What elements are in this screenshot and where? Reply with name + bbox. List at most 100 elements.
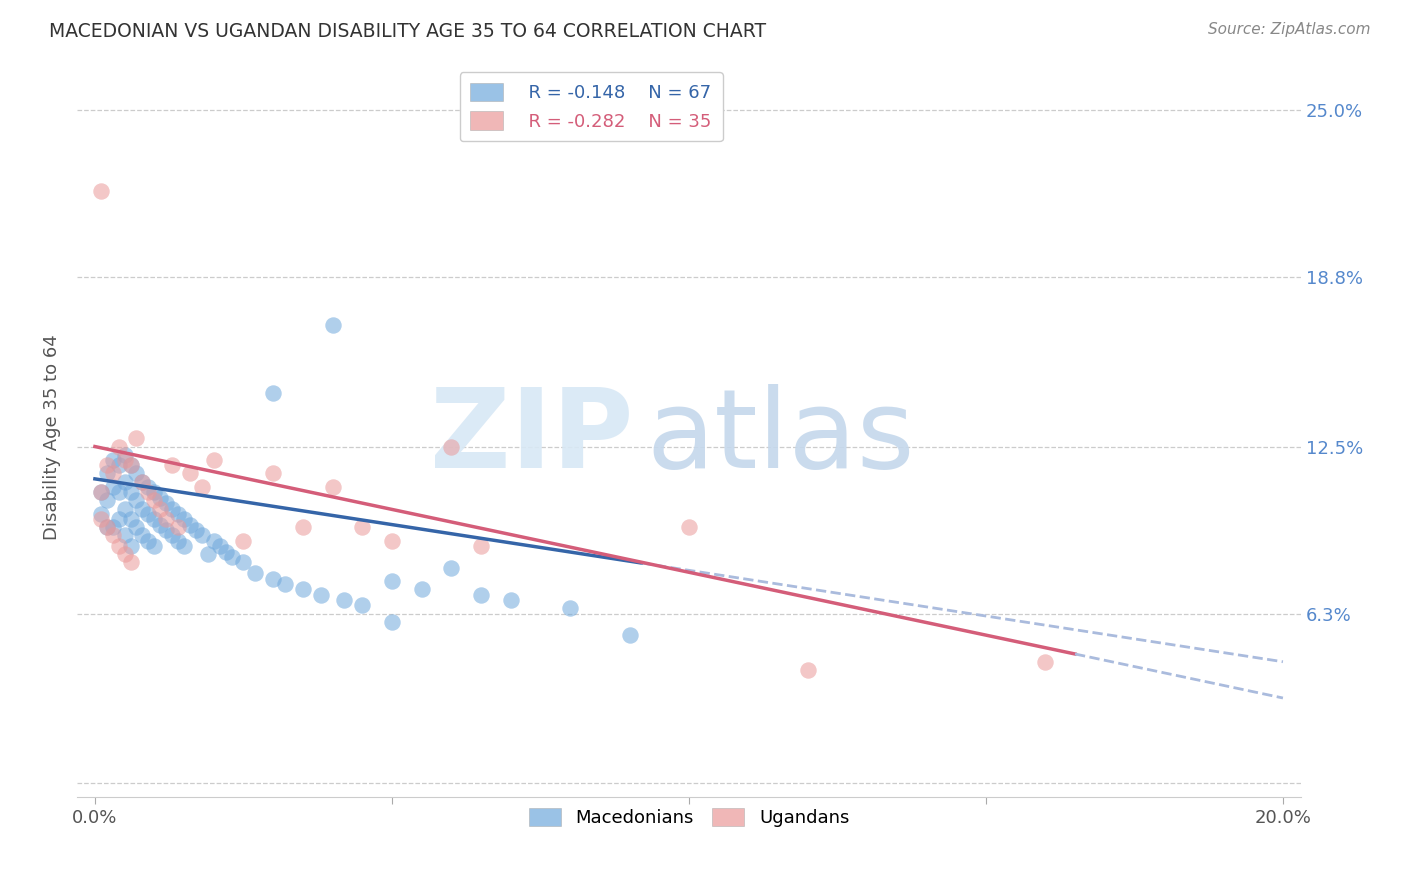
- Point: [167, 520, 190, 534]
- Point: [138, 485, 160, 500]
- Point: [184, 523, 207, 537]
- Point: [262, 572, 284, 586]
- Point: [191, 528, 214, 542]
- Point: [160, 501, 183, 516]
- Point: [214, 544, 236, 558]
- Text: atlas: atlas: [647, 384, 914, 491]
- Point: [114, 453, 136, 467]
- Point: [114, 501, 136, 516]
- Point: [107, 440, 129, 454]
- Point: [143, 493, 166, 508]
- Point: [352, 599, 374, 613]
- Point: [155, 496, 177, 510]
- Point: [149, 491, 172, 505]
- Point: [381, 615, 404, 629]
- Point: [202, 533, 225, 548]
- Point: [678, 520, 700, 534]
- Point: [125, 432, 148, 446]
- Point: [120, 458, 142, 473]
- Point: [155, 512, 177, 526]
- Point: [107, 512, 129, 526]
- Point: [143, 512, 166, 526]
- Point: [619, 628, 641, 642]
- Point: [232, 533, 254, 548]
- Point: [197, 547, 219, 561]
- Point: [173, 539, 195, 553]
- Point: [120, 555, 142, 569]
- Point: [131, 501, 153, 516]
- Point: [107, 539, 129, 553]
- Point: [1033, 655, 1056, 669]
- Point: [114, 448, 136, 462]
- Point: [322, 318, 344, 333]
- Point: [333, 593, 356, 607]
- Point: [120, 512, 142, 526]
- Point: [155, 523, 177, 537]
- Point: [558, 601, 581, 615]
- Point: [470, 588, 492, 602]
- Point: [90, 184, 112, 198]
- Point: [167, 507, 190, 521]
- Point: [143, 485, 166, 500]
- Point: [440, 440, 463, 454]
- Point: [96, 493, 118, 508]
- Point: [499, 593, 522, 607]
- Point: [221, 549, 243, 564]
- Point: [125, 493, 148, 508]
- Point: [149, 517, 172, 532]
- Point: [125, 467, 148, 481]
- Point: [202, 453, 225, 467]
- Point: [352, 520, 374, 534]
- Point: [138, 507, 160, 521]
- Point: [120, 539, 142, 553]
- Point: [125, 520, 148, 534]
- Point: [96, 520, 118, 534]
- Point: [101, 467, 124, 481]
- Point: [101, 520, 124, 534]
- Point: [274, 577, 297, 591]
- Point: [107, 485, 129, 500]
- Point: [160, 458, 183, 473]
- Point: [114, 528, 136, 542]
- Point: [90, 507, 112, 521]
- Point: [167, 533, 190, 548]
- Point: [291, 520, 314, 534]
- Y-axis label: Disability Age 35 to 64: Disability Age 35 to 64: [44, 334, 60, 540]
- Point: [138, 480, 160, 494]
- Point: [411, 582, 433, 597]
- Point: [262, 467, 284, 481]
- Text: MACEDONIAN VS UGANDAN DISABILITY AGE 35 TO 64 CORRELATION CHART: MACEDONIAN VS UGANDAN DISABILITY AGE 35 …: [49, 22, 766, 41]
- Point: [90, 485, 112, 500]
- Text: Source: ZipAtlas.com: Source: ZipAtlas.com: [1208, 22, 1371, 37]
- Text: ZIP: ZIP: [430, 384, 634, 491]
- Point: [131, 475, 153, 489]
- Point: [262, 385, 284, 400]
- Legend: Macedonians, Ugandans: Macedonians, Ugandans: [522, 801, 856, 835]
- Point: [232, 555, 254, 569]
- Point: [131, 475, 153, 489]
- Point: [309, 588, 332, 602]
- Point: [191, 480, 214, 494]
- Point: [245, 566, 267, 581]
- Point: [322, 480, 344, 494]
- Point: [114, 547, 136, 561]
- Point: [381, 533, 404, 548]
- Point: [101, 453, 124, 467]
- Point: [90, 512, 112, 526]
- Point: [143, 539, 166, 553]
- Point: [179, 467, 201, 481]
- Point: [90, 485, 112, 500]
- Point: [96, 467, 118, 481]
- Point: [107, 458, 129, 473]
- Point: [138, 533, 160, 548]
- Point: [179, 517, 201, 532]
- Point: [291, 582, 314, 597]
- Point: [96, 458, 118, 473]
- Point: [796, 663, 818, 677]
- Point: [149, 501, 172, 516]
- Point: [120, 485, 142, 500]
- Point: [470, 539, 492, 553]
- Point: [160, 528, 183, 542]
- Point: [120, 458, 142, 473]
- Point: [381, 574, 404, 589]
